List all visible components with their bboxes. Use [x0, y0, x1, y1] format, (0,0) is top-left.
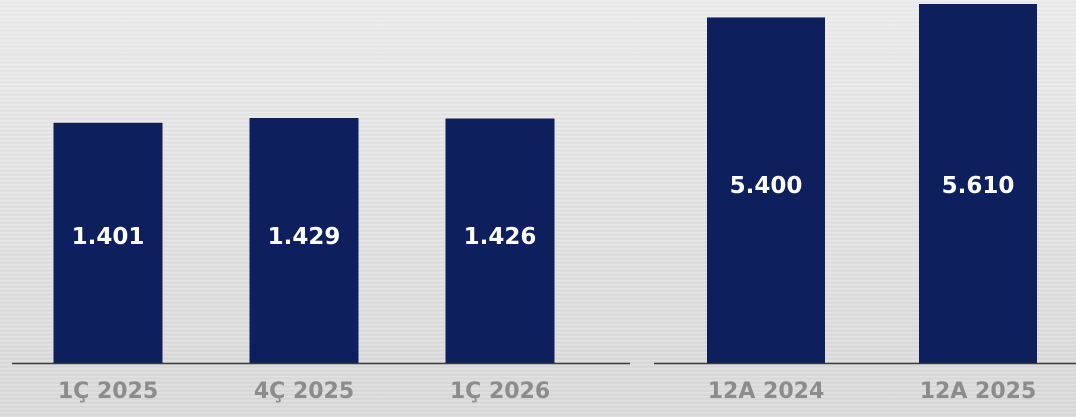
category-label: 12A 2024	[708, 379, 825, 404]
bar-1-2	[249, 118, 359, 363]
category-label: 1Ç 2026	[450, 379, 550, 404]
bar-2-1	[707, 17, 825, 363]
bar-value-label: 1.426	[464, 224, 537, 250]
bar-value-label: 1.401	[72, 224, 145, 250]
bar-value-label: 1.429	[268, 224, 341, 250]
category-label: 4Ç 2025	[254, 379, 354, 404]
bar-2-2	[919, 4, 1037, 363]
bar-value-label: 5.610	[942, 173, 1015, 199]
category-label: 12A 2025	[920, 379, 1037, 404]
bar-1-3	[445, 118, 555, 363]
bar-value-label: 5.400	[730, 173, 803, 199]
bar-1-1	[53, 122, 163, 363]
category-label: 1Ç 2025	[58, 379, 158, 404]
